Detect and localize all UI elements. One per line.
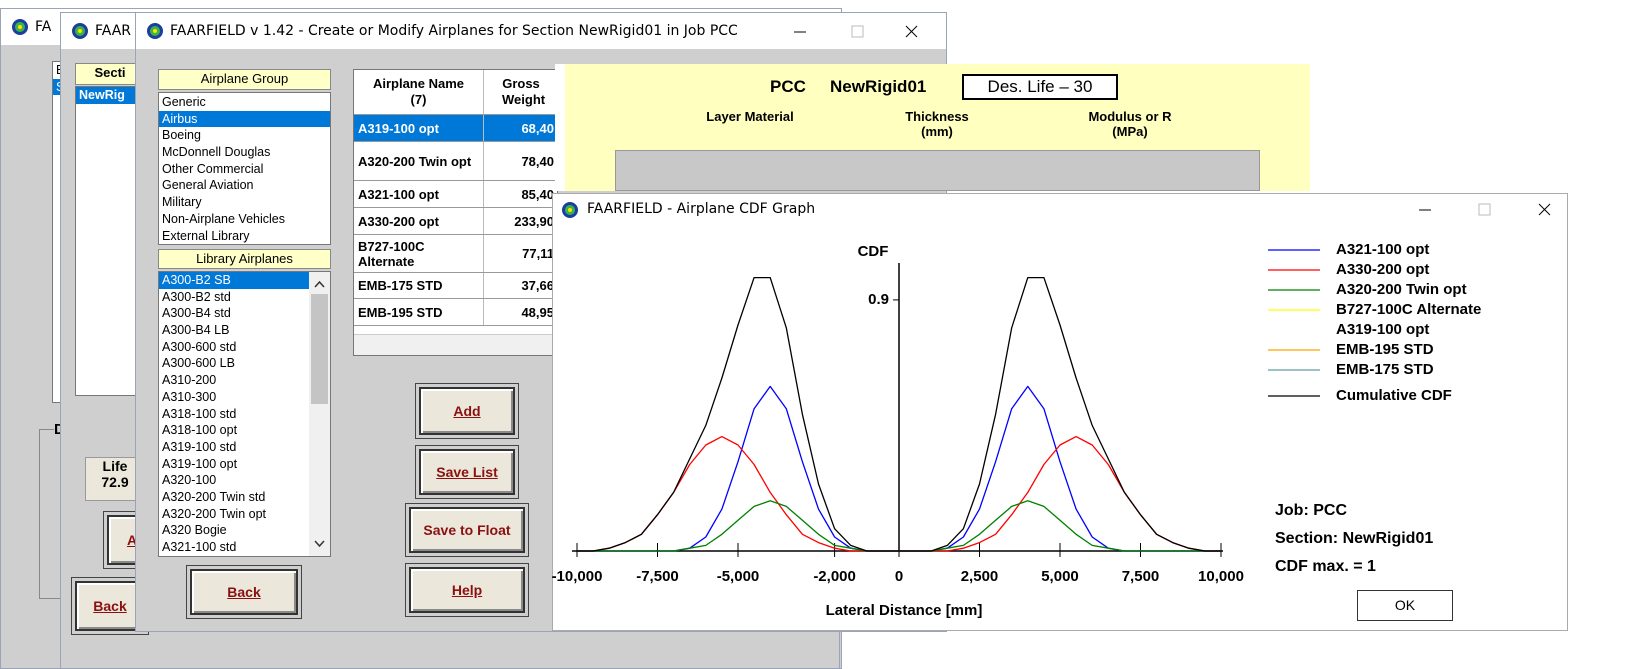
add-button[interactable]: Add: [419, 387, 515, 435]
table-cell: EMB-195 STD: [354, 299, 484, 325]
window-controls[interactable]: [1413, 199, 1563, 221]
save-float-button[interactable]: Save to Float: [409, 507, 525, 553]
title-bar: FAARFIELD v 1.42 - Create or Modify Airp…: [136, 13, 946, 49]
table-cell: 78,40: [484, 142, 558, 180]
horizontal-scrollbar[interactable]: [354, 334, 557, 355]
list-item[interactable]: A310-200: [159, 372, 330, 389]
table-cell: 233,90: [484, 208, 558, 234]
column-header: Gross Weight: [484, 70, 558, 114]
scrollbar[interactable]: [309, 272, 330, 556]
ok-button[interactable]: OK: [1357, 590, 1453, 621]
list-item[interactable]: A300-B2 SB: [159, 272, 330, 289]
window-title: FAARFIELD v 1.42 - Create or Modify Airp…: [170, 23, 738, 39]
back-button[interactable]: Back: [190, 569, 298, 615]
layer-grid: [615, 150, 1260, 191]
title-bar: FAARFIELD - Airplane CDF Graph: [553, 194, 1567, 226]
list-item[interactable]: A318-100 opt: [159, 422, 330, 439]
list-item[interactable]: A300-B4 LB: [159, 322, 330, 339]
list-item[interactable]: A320-200 Twin std: [159, 489, 330, 506]
table-cell: EMB-175 STD: [354, 273, 484, 298]
table-cell: A321-100 opt: [354, 181, 484, 207]
window-controls[interactable]: [786, 21, 936, 43]
design-life: Des. Life – 30: [962, 74, 1118, 100]
table-cell: 48,95: [484, 299, 558, 325]
table-cell: A320-200 Twin opt: [354, 142, 484, 180]
help-button[interactable]: Help: [409, 567, 525, 613]
column-header: Airplane Name (7): [354, 70, 484, 114]
list-item[interactable]: A320 Bogie: [159, 522, 330, 539]
column-header: Modulus or R (MPa): [1070, 109, 1190, 139]
screen: FA ES D FAAR Secti NewRig Life 72.9 A Ba…: [0, 0, 1650, 669]
list-item[interactable]: Other Commercial: [159, 161, 330, 178]
list-item[interactable]: External Library: [159, 228, 330, 245]
section-info: Section: NewRigid01: [1275, 530, 1433, 548]
graph-window: FAARFIELD - Airplane CDF Graph Job: PCC …: [552, 193, 1568, 631]
group-header: Airplane Group: [158, 69, 331, 90]
save-list-button[interactable]: Save List: [419, 449, 515, 495]
list-item[interactable]: A300-600 LB: [159, 355, 330, 372]
list-item[interactable]: NewRig: [76, 87, 144, 104]
library-header: Library Airplanes: [158, 249, 331, 269]
list-item[interactable]: Airbus: [159, 111, 330, 128]
window-title: FAAR: [95, 23, 131, 39]
job-name: PCC: [770, 77, 806, 97]
window-title: FA: [35, 19, 51, 35]
list-item[interactable]: Non-Airplane Vehicles: [159, 211, 330, 228]
table-cell: 85,40: [484, 181, 558, 207]
table-cell: 37,66: [484, 273, 558, 298]
window-title: FAARFIELD - Airplane CDF Graph: [587, 201, 815, 217]
list-item[interactable]: Boeing: [159, 127, 330, 144]
list-item[interactable]: Military: [159, 194, 330, 211]
list-item[interactable]: A320-200 Twin opt: [159, 506, 330, 523]
table-cell: 68,40: [484, 115, 558, 141]
app-icon: [71, 22, 89, 40]
column-header: Layer Material: [690, 109, 810, 124]
list-item[interactable]: A321-100 std: [159, 539, 330, 556]
list-item[interactable]: A300-B2 std: [159, 289, 330, 306]
list-item[interactable]: A300-600 std: [159, 339, 330, 356]
list-item[interactable]: A318-100 std: [159, 406, 330, 423]
column-header: Thickness (mm): [892, 109, 982, 139]
cdf-max-info: CDF max. = 1: [1275, 558, 1376, 576]
list-item[interactable]: A300-B4 std: [159, 305, 330, 322]
list-item[interactable]: A320-100: [159, 472, 330, 489]
app-icon: [11, 18, 29, 36]
job-info: Job: PCC: [1275, 502, 1347, 520]
list-item[interactable]: A319-100 std: [159, 439, 330, 456]
list-item[interactable]: A319-100 opt: [159, 456, 330, 473]
list-item[interactable]: Generic: [159, 94, 330, 111]
table-header: Airplane Name (7)Gross Weight: [354, 70, 557, 115]
section-name: NewRigid01: [830, 77, 926, 97]
table-cell: B727-100C Alternate: [354, 235, 484, 272]
table-cell: A330-200 opt: [354, 208, 484, 234]
table-cell: 77,11: [484, 235, 558, 272]
list-item[interactable]: A310-300: [159, 389, 330, 406]
list-item[interactable]: General Aviation: [159, 177, 330, 194]
list-item[interactable]: McDonnell Douglas: [159, 144, 330, 161]
app-icon: [561, 201, 579, 219]
table-cell: A319-100 opt: [354, 115, 484, 141]
app-icon: [146, 22, 164, 40]
section-window: PCC NewRigid01 Des. Life – 30 Layer Mate…: [555, 64, 1310, 191]
